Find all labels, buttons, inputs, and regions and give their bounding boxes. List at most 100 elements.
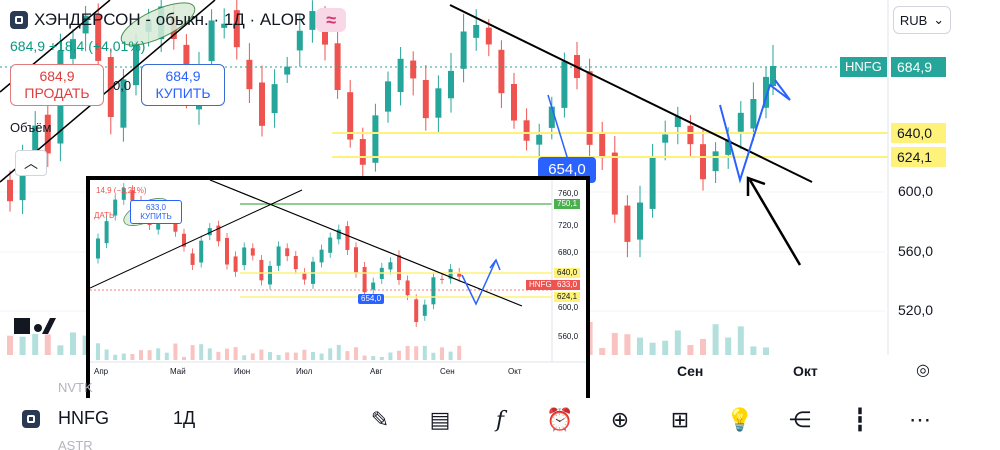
inset-price-tick: 560,0 (558, 332, 579, 341)
inset-candle-body (371, 282, 376, 290)
inset-candle-body (345, 226, 350, 250)
inset-volume-bar (319, 353, 324, 360)
price-change: 684,9 +18,4 (+4,01%) (10, 38, 146, 54)
inset-time-label: Окт (508, 367, 522, 376)
inset-price-tick: 680,0 (558, 248, 579, 257)
inset-candle-body (328, 237, 333, 253)
inset-volume-bar (156, 348, 161, 360)
volume-bar (82, 335, 89, 355)
candles-icon[interactable]: ┇ (853, 407, 867, 432)
volume-bar (624, 334, 631, 355)
inset-candle-body (448, 269, 453, 279)
inset-candle-body (113, 199, 118, 216)
currency-select[interactable]: RUB ⌄ (893, 6, 951, 34)
tradingview-logo-icon (42, 318, 56, 334)
pencil-icon[interactable]: ✎ (370, 407, 390, 432)
sell-button[interactable]: 684,9 ПРОДАТЬ (10, 64, 104, 106)
ruler-icon[interactable]: ▤ (429, 407, 451, 432)
candle-body (460, 31, 467, 69)
candle-body (485, 27, 492, 45)
inset-volume-bar (276, 354, 281, 360)
volume-bar (57, 345, 64, 355)
inset-volume-bar (328, 348, 333, 360)
inset-candle-body (199, 240, 204, 263)
candle-body (284, 66, 291, 75)
candle-body (221, 23, 228, 28)
currency-value: RUB (899, 12, 928, 28)
bottom-ticker[interactable]: HNFG (58, 408, 109, 428)
inset-volume-bar (259, 349, 264, 360)
inset-channel-line (90, 189, 303, 289)
trend-line (449, 4, 813, 183)
auto-scale-icon[interactable]: ◎ (916, 362, 930, 379)
current-price-tag: 684,9 (891, 57, 946, 77)
ticker-price-tag: HNFG (840, 57, 887, 77)
inset-volume-bar (164, 352, 169, 360)
candle-body (561, 61, 568, 108)
inset-volume-bar (182, 356, 186, 360)
inset-volume-bar (147, 350, 152, 360)
bottom-toolbar: HNFG 1Д ✎ ▤ f ⏰ ⊕ ⊞ 💡 ⋲ ┇ ⋯ ASTR (0, 398, 1000, 450)
interval-button[interactable]: 1Д (173, 408, 196, 428)
alarm-icon[interactable]: ⏰ (546, 407, 574, 432)
candle-body (473, 25, 480, 38)
candle-body (586, 71, 593, 145)
inset-volume-bar (457, 345, 462, 360)
fx-icon[interactable]: f (495, 407, 505, 433)
volume-bar (763, 347, 769, 355)
inset-volume-bar (121, 353, 126, 360)
annotation-arrow (748, 179, 802, 266)
approx-icon[interactable]: ≈ (316, 8, 347, 32)
volume-bar (725, 337, 732, 355)
candle-body (107, 57, 114, 118)
candle-body (700, 144, 706, 180)
inset-candle-body (440, 278, 444, 280)
inset-candle-body (276, 246, 281, 266)
buy-button[interactable]: 684,9 КУПИТЬ (141, 64, 225, 106)
watchlist-ghost-symbol: ASTR (58, 438, 93, 450)
inset-candle-body (285, 248, 290, 257)
tradingview-logo-icon (34, 324, 42, 332)
exchange-logo-icon (22, 410, 40, 428)
inset-candle-body (207, 228, 212, 236)
collapse-chevron-icon[interactable]: ︿ (15, 150, 47, 176)
chevron-down-icon: ⌄ (933, 12, 945, 27)
grid-icon[interactable]: ⊞ (670, 407, 690, 432)
inset-volume-bar (242, 355, 247, 360)
symbol-header[interactable]: ХЭНДЕРСОН - обыкн. · 1Д · ALOR ≈ (10, 8, 347, 32)
candle-body (309, 11, 316, 30)
inset-candle-body (104, 221, 109, 244)
inset-candle-body (182, 233, 186, 247)
level-price-tag: 640,0 (891, 123, 946, 143)
volume-indicator-label[interactable]: Объём (10, 120, 52, 135)
idea-icon[interactable]: 💡 (726, 407, 754, 432)
inset-ticker-tag: HNFG (526, 280, 555, 290)
volume-bar (19, 336, 26, 355)
candle-body (611, 152, 618, 215)
inset-volume-bar (96, 343, 100, 360)
volume-bar (599, 348, 606, 355)
candle-body (536, 134, 543, 145)
candle-body (32, 125, 39, 166)
inset-volume-bar (173, 343, 178, 360)
add-icon[interactable]: ⊕ (610, 407, 630, 432)
inset-candle-body (259, 259, 264, 281)
volume-bar (44, 334, 51, 355)
inset-volume-bar (302, 349, 307, 360)
candle-body (498, 49, 505, 94)
inset-volume-bar (371, 356, 376, 360)
inset-volume-bar (285, 352, 290, 360)
candle-body (7, 179, 13, 202)
inset-volume-bar (362, 355, 367, 360)
candle-body (511, 84, 517, 121)
inset-volume-bar (104, 349, 109, 360)
candle-body (296, 30, 303, 51)
candle-body (133, 43, 139, 86)
candle-body (271, 84, 278, 114)
more-icon[interactable]: ⋯ (909, 407, 931, 432)
share-icon[interactable]: ⋲ (789, 407, 811, 432)
candle-body (662, 134, 669, 143)
inset-time-label: Апр (94, 367, 109, 376)
inset-change: 14,9 (−2,21%) (96, 186, 147, 195)
candle-body (763, 76, 769, 108)
